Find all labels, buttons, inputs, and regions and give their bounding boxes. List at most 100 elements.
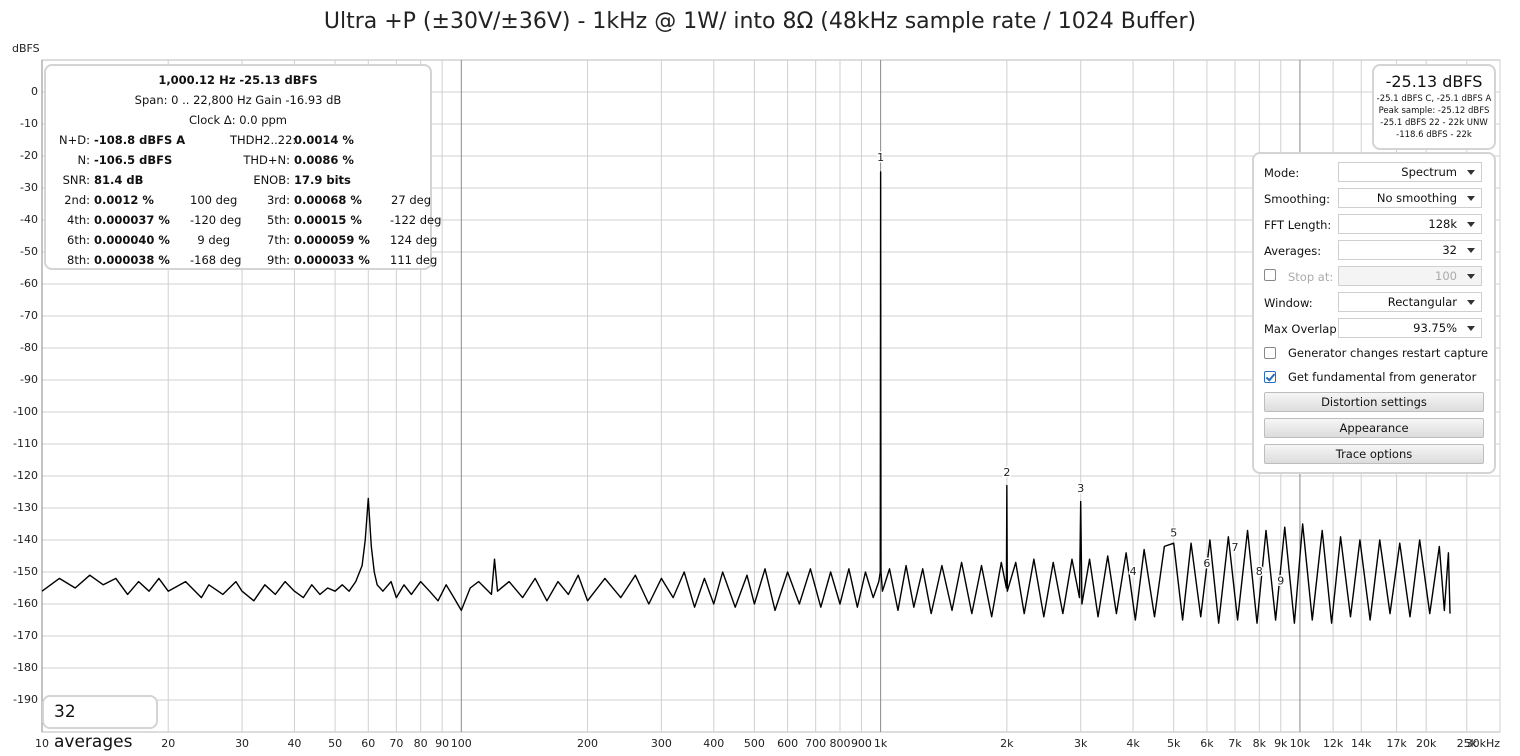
y-tick-label: -130: [13, 501, 38, 514]
control-label: Window:: [1264, 296, 1313, 310]
x-tick-label: 4k: [1126, 737, 1140, 750]
checkbox-label: Generator changes restart capture: [1288, 346, 1489, 360]
dropdown: 100: [1338, 266, 1482, 286]
chart-title: Ultra +P (±30V/±36V) - 1kHz @ 1W/ into 8…: [324, 9, 1196, 34]
harmonic-phase: 100 deg: [190, 193, 238, 207]
x-tick-label: 30kHz: [1466, 737, 1501, 750]
x-tick-label: 50: [328, 737, 342, 750]
harmonic-value: 0.00015 %: [294, 213, 362, 227]
x-tick-label: 5k: [1167, 737, 1181, 750]
dropdown[interactable]: 93.75%: [1338, 318, 1482, 338]
control-row: Window: Rectangular: [1264, 292, 1484, 318]
control-label: Max Overlap:: [1264, 322, 1341, 336]
control-row: Stop at: 100: [1264, 266, 1484, 292]
x-tick-label: 3k: [1074, 737, 1088, 750]
x-tick-label: 700: [805, 737, 826, 750]
harmonic-phase: 111 deg: [390, 253, 438, 267]
harmonic-value: 0.000040 %: [94, 233, 170, 247]
x-tick-label: 2k: [1000, 737, 1014, 750]
harmonic-value: 0.0012 %: [94, 193, 154, 207]
x-tick-label: 20k: [1416, 737, 1437, 750]
y-tick-label: -100: [13, 405, 38, 418]
x-tick-label: 14k: [1351, 737, 1372, 750]
x-tick-label: 10k: [1290, 737, 1311, 750]
y-tick-label: -180: [13, 661, 38, 674]
harmonic-value: 0.000037 %: [94, 213, 170, 227]
button[interactable]: Appearance: [1264, 418, 1484, 438]
x-tick-label: 80: [414, 737, 428, 750]
control-row: Mode: Spectrum: [1264, 162, 1484, 188]
y-tick-label: -190: [13, 693, 38, 706]
harmonic-label: 9: [1277, 575, 1284, 588]
x-tick-label: 600: [777, 737, 798, 750]
harmonic-label: 3: [1077, 482, 1084, 495]
button[interactable]: Distortion settings: [1264, 392, 1484, 412]
metric-label: N+D:: [59, 133, 90, 147]
dropdown[interactable]: 128k: [1338, 214, 1482, 234]
dropdown[interactable]: Rectangular: [1338, 292, 1482, 312]
harmonic-label: 2nd:: [64, 193, 90, 207]
level-line: Peak sample: -25.12 dBFS: [1378, 106, 1490, 116]
harmonic-label: 8th:: [67, 253, 90, 267]
checkbox-row: Get fundamental from generator: [1264, 368, 1484, 392]
harmonic-phase: 124 deg: [390, 233, 438, 247]
x-tick-label: 200: [577, 737, 598, 750]
control-row: Smoothing: No smoothing: [1264, 188, 1484, 214]
control-row: FFT Length: 128k: [1264, 214, 1484, 240]
metric-value: 17.9 bits: [294, 173, 351, 187]
checkbox-row: Generator changes restart capture: [1264, 344, 1488, 368]
metric-label: THD+N:: [243, 153, 290, 167]
x-tick-label: 8k: [1253, 737, 1267, 750]
x-tick-label: 20: [161, 737, 175, 750]
y-tick-label: -30: [20, 181, 38, 194]
harmonic-label: 8: [1256, 565, 1263, 578]
info-grid: N+D: -108.8 dBFS A THDH2..22: 0.0014 % N: -10…: [52, 130, 441, 270]
x-tick-label: 100: [451, 737, 472, 750]
y-tick-label: -70: [20, 309, 38, 322]
y-tick-label: -160: [13, 597, 38, 610]
checkbox[interactable]: [1264, 347, 1276, 359]
harmonic-label: 6th:: [67, 233, 90, 247]
button[interactable]: Trace options: [1264, 444, 1484, 464]
metric-value: 0.0014 %: [294, 133, 354, 147]
harmonic-phase: -120 deg: [190, 213, 242, 227]
harmonic-label: 7th:: [267, 233, 290, 247]
harmonic-value: 0.00068 %: [294, 193, 362, 207]
harmonic-phase: -122 deg: [390, 213, 442, 227]
x-tick-label: 7k: [1228, 737, 1242, 750]
x-tick-label: 70: [389, 737, 403, 750]
harmonic-phase: 27 deg: [391, 193, 431, 207]
checkbox-label: Get fundamental from generator: [1288, 370, 1477, 384]
x-tick-label: 400: [703, 737, 724, 750]
y-tick-label: -80: [20, 341, 38, 354]
x-tick-label: 90: [435, 737, 449, 750]
controls-panel: Mode: Spectrum Smoothing: No smoothing FFT L…: [1252, 152, 1496, 474]
dropdown[interactable]: Spectrum: [1338, 162, 1482, 182]
level-main: -25.13 dBFS: [1385, 72, 1483, 91]
y-axis-label: dBFS: [12, 42, 40, 55]
checkbox[interactable]: [1264, 371, 1276, 383]
x-tick-label: 800: [829, 737, 850, 750]
checkbox[interactable]: [1264, 269, 1276, 281]
metric-value: 81.4 dB: [94, 173, 144, 187]
info-header: Span: 0 .. 22,800 Hz Gain -16.93 dB: [134, 93, 342, 107]
y-tick-label: -40: [20, 213, 38, 226]
dropdown[interactable]: No smoothing: [1338, 188, 1482, 208]
x-tick-label: 40: [287, 737, 301, 750]
x-tick-label: 25k: [1457, 737, 1478, 750]
harmonic-label: 2: [1003, 466, 1010, 479]
level-panel: -25.13 dBFS -25.1 dBFS C, -25.1 dBFS A Pea…: [1372, 64, 1496, 150]
metric-value: 0.0086 %: [294, 153, 354, 167]
dropdown[interactable]: 32: [1338, 240, 1482, 260]
spectrum-trace: [41, 171, 1451, 624]
control-label: Smoothing:: [1264, 192, 1331, 206]
metric-value: -106.5 dBFS: [94, 153, 173, 167]
y-tick-label: -20: [20, 149, 38, 162]
y-tick-label: -90: [20, 373, 38, 386]
y-tick-label: -50: [20, 245, 38, 258]
control-label: Averages:: [1264, 244, 1322, 258]
x-tick-label: 30: [235, 737, 249, 750]
harmonic-label: 3rd:: [266, 193, 290, 207]
info-panel: 1,000.12 Hz -25.13 dBFS Span: 0 .. 22,800…: [44, 64, 441, 270]
harmonic-phase: -168 deg: [190, 253, 242, 267]
